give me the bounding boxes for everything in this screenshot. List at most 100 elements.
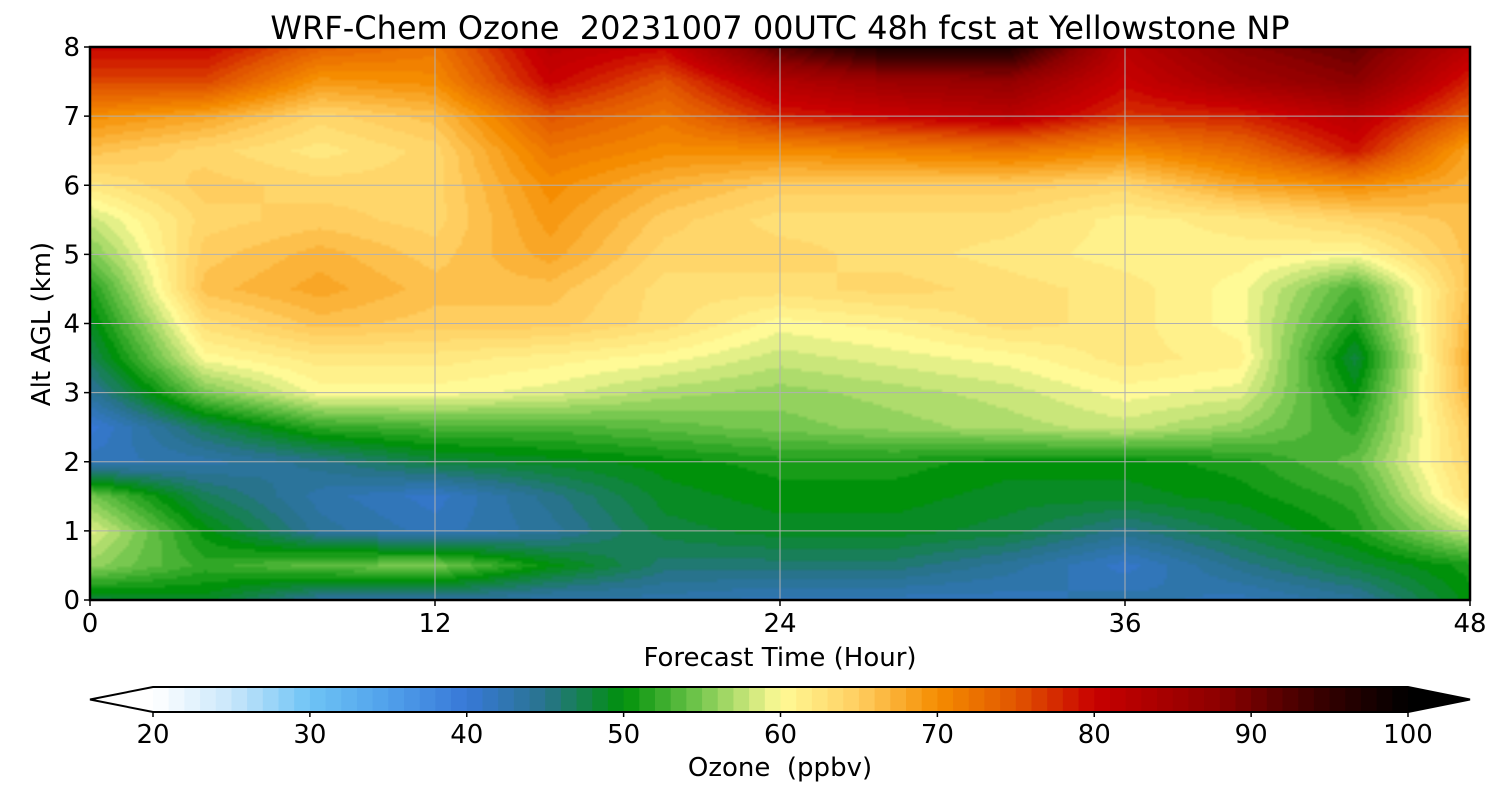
colorbar-segment bbox=[717, 687, 735, 712]
colorbar-segment bbox=[780, 687, 797, 712]
colorbar-segment bbox=[655, 687, 672, 712]
colorbar-segment bbox=[341, 687, 358, 712]
colorbar-segment bbox=[1094, 687, 1111, 712]
colorbar-segment bbox=[1360, 687, 1378, 712]
colorbar-segment bbox=[1329, 687, 1346, 712]
colorbar-segment bbox=[451, 687, 468, 712]
colorbar-segment bbox=[215, 687, 233, 712]
colorbar-segment bbox=[278, 687, 295, 712]
colorbar-segment bbox=[1392, 687, 1409, 712]
colorbar: 20 30 40 50 60 70 80 90 100 bbox=[89, 686, 1471, 750]
colorbar-segment bbox=[1015, 687, 1033, 712]
colorbar-segment bbox=[498, 687, 515, 712]
colorbar-segment bbox=[482, 687, 499, 712]
colorbar-segment bbox=[309, 687, 327, 712]
y-tick-label: 2 bbox=[63, 448, 80, 478]
colorbar-segment bbox=[764, 687, 782, 712]
colorbar-tick-label: 40 bbox=[450, 720, 483, 750]
colorbar-segment bbox=[435, 687, 452, 712]
y-tick-label: 4 bbox=[63, 310, 80, 340]
colorbar-segment bbox=[890, 687, 907, 712]
colorbar-segment bbox=[200, 687, 217, 712]
colorbar-segment bbox=[1172, 687, 1189, 712]
colorbar-segment bbox=[811, 687, 829, 712]
colorbar-segment bbox=[576, 687, 593, 712]
colorbar-segment bbox=[670, 687, 687, 712]
y-tick-label: 6 bbox=[63, 171, 80, 201]
colorbar-segment bbox=[1313, 687, 1331, 712]
colorbar-segment bbox=[906, 687, 923, 712]
y-tick-label: 1 bbox=[63, 517, 80, 547]
y-axis-label: Alt AGL (km) bbox=[27, 242, 57, 406]
chart-title: WRF-Chem Ozone 20231007 00UTC 48h fcst a… bbox=[270, 9, 1289, 47]
colorbar-tick-label: 30 bbox=[293, 720, 326, 750]
colorbar-segment bbox=[1282, 687, 1299, 712]
colorbar-segment bbox=[1031, 687, 1048, 712]
colorbar-segment bbox=[388, 687, 405, 712]
colorbar-segment bbox=[466, 687, 484, 712]
colorbar-segment bbox=[1251, 687, 1268, 712]
colorbar-segment bbox=[953, 687, 970, 712]
colorbar-segment bbox=[184, 687, 201, 712]
x-axis-label: Forecast Time (Hour) bbox=[643, 643, 916, 673]
colorbar-segment bbox=[372, 687, 389, 712]
colorbar-tick-label: 20 bbox=[136, 720, 169, 750]
colorbar-segment bbox=[858, 687, 876, 712]
colorbar-segment bbox=[529, 687, 546, 712]
colorbar-segment bbox=[1235, 687, 1252, 712]
x-tick-label: 12 bbox=[418, 609, 451, 639]
colorbar-segment bbox=[325, 687, 342, 712]
y-tick-label: 7 bbox=[63, 102, 80, 132]
colorbar-segment bbox=[1376, 687, 1393, 712]
colorbar-segment bbox=[968, 687, 986, 712]
colorbar-segment bbox=[733, 687, 750, 712]
y-tick-label: 8 bbox=[63, 33, 80, 63]
x-tick-label: 0 bbox=[82, 609, 99, 639]
colorbar-segment bbox=[827, 687, 844, 712]
colorbar-segment bbox=[1204, 687, 1221, 712]
colorbar-segment bbox=[404, 687, 421, 712]
colorbar-segment bbox=[937, 687, 954, 712]
colorbar-segment bbox=[294, 687, 311, 712]
colorbar-segment bbox=[1109, 687, 1127, 712]
colorbar-segment bbox=[623, 687, 640, 712]
colorbar-segment bbox=[1000, 687, 1017, 712]
x-tick-label: 24 bbox=[763, 609, 796, 639]
colorbar-segment bbox=[984, 687, 1001, 712]
colorbar-segment bbox=[560, 687, 578, 712]
colorbar-segment bbox=[153, 687, 170, 712]
colorbar-tick-label: 70 bbox=[921, 720, 954, 750]
colorbar-segment bbox=[545, 687, 562, 712]
colorbar-segment bbox=[262, 687, 280, 712]
colorbar-segment bbox=[247, 687, 264, 712]
colorbar-tick-label: 60 bbox=[764, 720, 797, 750]
colorbar-max-extend bbox=[1408, 687, 1470, 712]
colorbar-segment bbox=[1298, 687, 1315, 712]
colorbar-segment bbox=[1047, 687, 1064, 712]
x-tick-label: 36 bbox=[1108, 609, 1141, 639]
colorbar-segment bbox=[749, 687, 766, 712]
colorbar-segment bbox=[843, 687, 860, 712]
colorbar-segment bbox=[1062, 687, 1080, 712]
colorbar-segment bbox=[874, 687, 891, 712]
colorbar-segment bbox=[1157, 687, 1174, 712]
colorbar-segment bbox=[796, 687, 813, 712]
colorbar-segment bbox=[419, 687, 436, 712]
colorbar-segment bbox=[356, 687, 374, 712]
colorbar-label: Ozone (ppbv) bbox=[688, 753, 872, 783]
colorbar-segment bbox=[513, 687, 531, 712]
colorbar-tick-label: 80 bbox=[1078, 720, 1111, 750]
x-tick-label: 48 bbox=[1453, 609, 1486, 639]
colorbar-segment bbox=[921, 687, 938, 712]
colorbar-segment bbox=[1188, 687, 1205, 712]
colorbar-segment bbox=[1219, 687, 1237, 712]
colorbar-segment bbox=[1266, 687, 1284, 712]
y-tick-label: 5 bbox=[63, 240, 80, 270]
colorbar-segment bbox=[607, 687, 625, 712]
colorbar-segment bbox=[1345, 687, 1362, 712]
colorbar-segment bbox=[1125, 687, 1142, 712]
colorbar-segment bbox=[1078, 687, 1095, 712]
colorbar-tick-label: 50 bbox=[607, 720, 640, 750]
